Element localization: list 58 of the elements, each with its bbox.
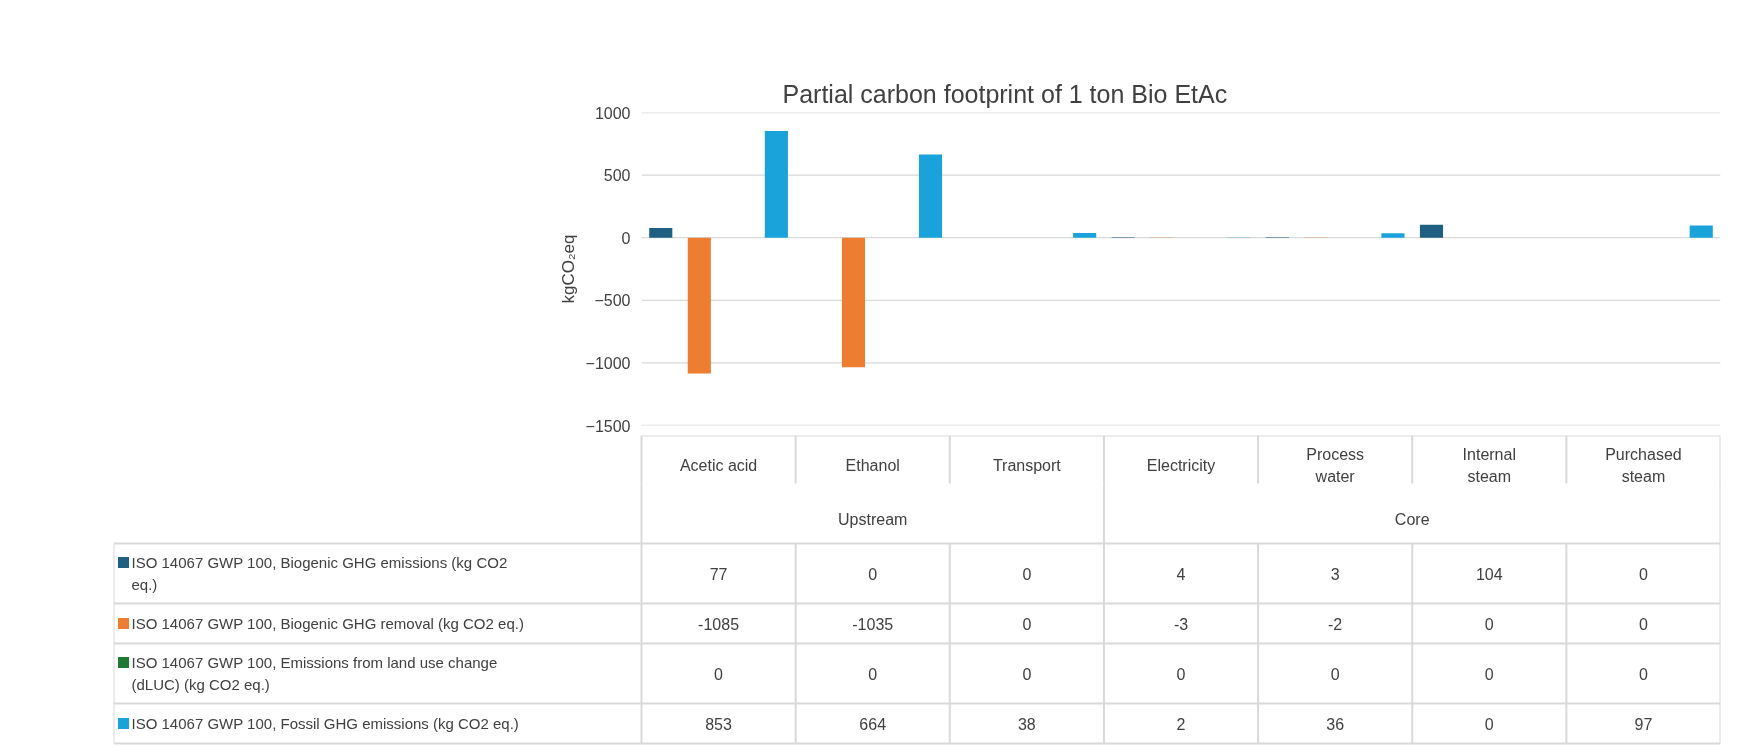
- chart-title: Partial carbon footprint of 1 ton Bio EtAc: [782, 79, 1228, 108]
- data-label: 0: [1638, 565, 1648, 583]
- data-label: 3: [1330, 565, 1340, 583]
- bar: [918, 154, 943, 238]
- x-tick-label: Internal steam: [1462, 445, 1516, 486]
- data-label: 853: [705, 715, 733, 733]
- data-label: 0: [1484, 665, 1494, 683]
- y-tick-label: 500: [603, 167, 631, 185]
- data-label: 97: [1634, 715, 1653, 733]
- data-label: 36: [1326, 715, 1345, 733]
- legend-label: ISO 14067 GWP 100, Emissions from land use change (dLUC) (kg CO2 eq.): [131, 653, 498, 694]
- bar: [687, 237, 711, 374]
- data-label: 77: [709, 565, 728, 583]
- x-tick-label: Process water: [1306, 445, 1365, 486]
- y-tick-label: −1000: [585, 354, 631, 372]
- data-label: 38: [1017, 715, 1036, 733]
- y-axis-title: kgCO₂eq: [558, 234, 578, 304]
- bar: [649, 228, 673, 238]
- data-label: 0: [1484, 615, 1494, 633]
- data-label: -2: [1328, 615, 1343, 633]
- bar: [1689, 225, 1713, 238]
- x-tick-label: Transport: [992, 457, 1062, 474]
- data-label: 0: [1484, 715, 1494, 733]
- data-label: 4: [1176, 565, 1186, 583]
- x-tick-label: Acetic acid: [679, 457, 758, 474]
- x-tick-label: Ethanol: [845, 457, 900, 474]
- x-tick-label: Electricity: [1146, 457, 1216, 474]
- x-tick-label: Purchased steam: [1605, 445, 1682, 486]
- data-label: -1035: [852, 615, 894, 633]
- bar: [841, 237, 866, 368]
- data-label: 0: [1022, 565, 1032, 583]
- data-label: -3: [1173, 615, 1189, 633]
- bar: [764, 130, 788, 238]
- text: Upstream: [838, 511, 908, 528]
- y-tick-label: 0: [621, 229, 631, 247]
- data-label: 0: [1176, 665, 1186, 683]
- bar: [1073, 232, 1097, 238]
- data-label: 0: [1638, 615, 1648, 633]
- legend-label: ISO 14067 GWP 100, Fossil GHG emissions (kg CO2 eq.): [131, 715, 519, 732]
- bar: [1381, 233, 1405, 238]
- data-label: 0: [714, 665, 724, 683]
- text: Core: [1394, 511, 1430, 528]
- legend-label: ISO 14067 GWP 100, Biogenic GHG removal (kg CO2 eq.): [131, 615, 524, 632]
- bar: [1419, 224, 1444, 238]
- data-label: 0: [868, 665, 878, 683]
- legend-label: ISO 14067 GWP 100, Biogenic GHG emissions (kg CO2 eq.): [131, 553, 508, 594]
- data-label: 2: [1176, 715, 1186, 733]
- data-label: 0: [868, 565, 878, 583]
- data-label: 0: [1330, 665, 1340, 683]
- y-tick-label: −1500: [585, 417, 631, 435]
- y-tick-label: 1000: [594, 104, 631, 122]
- data-label: 0: [1022, 665, 1032, 683]
- data-label: 664: [859, 715, 887, 733]
- data-label: 0: [1022, 615, 1032, 633]
- data-label: 104: [1475, 565, 1503, 583]
- y-tick-label: −500: [594, 292, 631, 310]
- data-label: 0: [1638, 665, 1648, 683]
- data-label: -1085: [698, 615, 740, 633]
